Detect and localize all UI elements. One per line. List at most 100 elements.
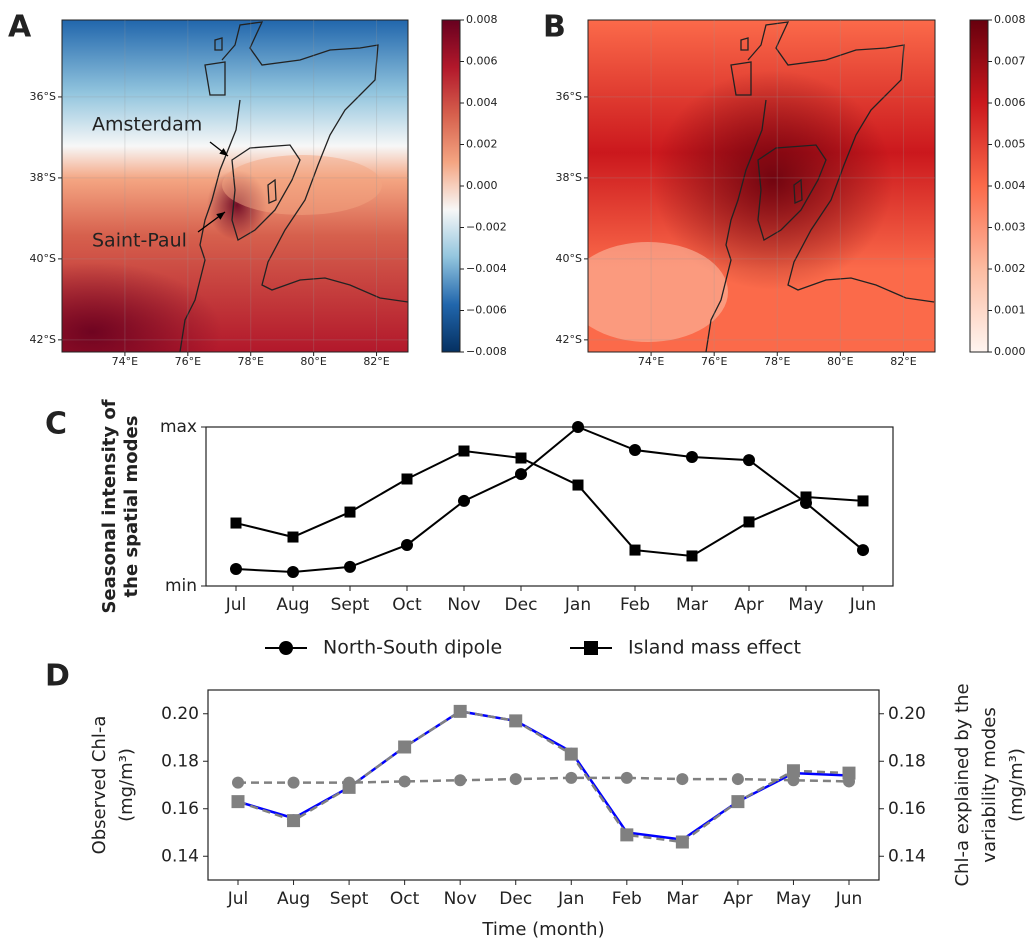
panel-label: D (45, 659, 70, 694)
x-tick-label: May (788, 595, 823, 615)
y-tick-label: 42°S (30, 333, 56, 346)
marker (401, 538, 413, 551)
marker (398, 775, 411, 788)
arrow-head (216, 212, 225, 220)
y-axis-label: Seasonal intensity of (99, 399, 120, 613)
marker (287, 776, 300, 789)
panel-label: C (45, 407, 67, 442)
series-line (235, 425, 864, 574)
y-axis-label: the spatial modes (121, 416, 142, 598)
colorbar-tick-label: 0.004 (466, 96, 498, 109)
marker (230, 517, 242, 529)
x-tick-label: Nov (444, 889, 477, 909)
colorbar-tick-label: −0.002 (466, 221, 507, 234)
colorbar (969, 19, 989, 353)
field-blob (653, 70, 893, 290)
colorbar-tick-label: 0.002 (994, 262, 1026, 275)
marker (564, 747, 578, 761)
marker (800, 491, 812, 503)
legend-marker (584, 641, 598, 655)
marker (686, 550, 698, 562)
x-tick-label: 76°E (701, 355, 727, 368)
x-tick-label: 78°E (238, 355, 264, 368)
marker (743, 454, 755, 467)
marker (857, 495, 869, 507)
x-tick-label: Dec (499, 889, 532, 909)
y2-tick-label: 0.16 (888, 799, 926, 819)
x-tick-label: 80°E (827, 355, 853, 368)
x-tick-label: 82°E (363, 355, 389, 368)
marker (398, 740, 412, 754)
marker (572, 421, 584, 433)
marker (629, 544, 641, 556)
series-line (237, 710, 850, 844)
annotation: Saint-Paul (92, 230, 187, 252)
marker (731, 795, 745, 809)
y-tick-label: 38°S (30, 171, 56, 184)
marker (453, 704, 467, 718)
panel-label: B (543, 10, 566, 45)
marker (287, 531, 299, 543)
marker (787, 774, 800, 787)
x-tick-label: Nov (447, 595, 480, 615)
colorbar-tick-label: 0.003 (994, 221, 1026, 234)
marker (509, 773, 522, 786)
marker (287, 814, 301, 828)
y-tick-label: 38°S (556, 171, 582, 184)
series-line (237, 710, 850, 841)
field-blob (588, 242, 728, 342)
colorbar-tick-label: 0.006 (466, 55, 498, 68)
series-line (235, 449, 864, 557)
colorbar-tick-label: 0.004 (994, 179, 1026, 192)
colorbar-tick-label: 0.005 (994, 138, 1026, 151)
plot-frame (205, 426, 894, 587)
colorbar-tick-label: 0.000 (994, 345, 1026, 358)
x-axis-label: Time (month) (481, 919, 604, 940)
colorbar-tick-label: 0.007 (994, 55, 1026, 68)
plot-frame (61, 19, 409, 353)
x-tick-label: Jun (835, 889, 863, 909)
x-tick-label: 82°E (890, 355, 916, 368)
x-tick-label: Jan (564, 595, 591, 615)
marker (686, 451, 698, 464)
marker (572, 479, 584, 491)
x-tick-label: 74°E (112, 355, 138, 368)
y-tick-label: 0.20 (161, 704, 199, 724)
x-tick-label: Apr (734, 595, 763, 615)
y-tick-label: 40°S (30, 252, 56, 265)
marker (731, 773, 744, 786)
x-tick-label: 78°E (764, 355, 790, 368)
colorbar-tick-label: −0.006 (466, 304, 507, 317)
y2-axis-label: (mg/m³) (1006, 748, 1027, 822)
x-tick-label: Feb (620, 595, 650, 615)
marker (515, 452, 527, 464)
y-tick-label: 36°S (556, 90, 582, 103)
marker (857, 544, 869, 557)
marker (786, 764, 800, 778)
x-tick-label: May (776, 889, 811, 909)
y-axis-label: Observed Chl-a (89, 716, 110, 855)
x-tick-label: Sept (330, 889, 369, 909)
legend-label: Island mass effect (628, 637, 801, 659)
marker (231, 795, 245, 809)
marker (344, 560, 356, 573)
colorbar-tick-label: 0.006 (994, 96, 1026, 109)
marker (287, 566, 299, 579)
marker (343, 776, 356, 789)
colorbar-tick-label: 0.008 (994, 13, 1026, 26)
marker (344, 506, 356, 518)
x-tick-label: Jan (557, 889, 584, 909)
x-tick-label: Oct (392, 595, 422, 615)
x-tick-label: Sept (331, 595, 370, 615)
marker (565, 771, 578, 784)
marker (743, 516, 755, 528)
y2-tick-label: 0.14 (888, 846, 926, 866)
x-tick-label: Aug (276, 595, 309, 615)
marker (401, 473, 413, 485)
annotation: Amsterdam (92, 114, 202, 136)
y-tick-label: 42°S (556, 333, 582, 346)
plot-frame (587, 19, 936, 353)
y-tick-label: 36°S (30, 90, 56, 103)
